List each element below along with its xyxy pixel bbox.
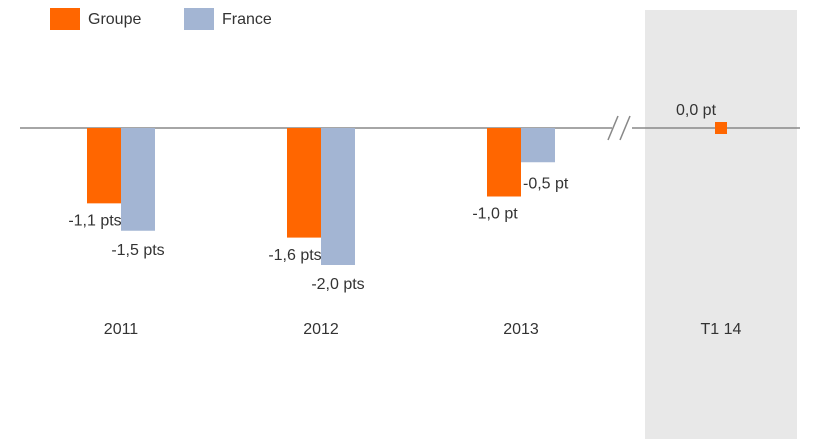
bar [287,128,321,238]
value-label: 0,0 pt [676,102,717,119]
bar [521,128,555,163]
bar [487,128,521,197]
highlight-band [645,10,797,439]
x-tick-label: 2013 [503,321,539,338]
x-tick-label: 2011 [104,321,139,338]
bar [121,128,155,231]
bar [87,128,121,204]
value-label: -0,5 pt [523,175,569,192]
zero-marker [715,122,727,134]
axis-break [619,115,631,141]
value-label: -2,0 pts [311,276,364,293]
x-tick-label: T1 14 [701,321,742,338]
bar [321,128,355,265]
value-label: -1,0 pt [472,206,518,223]
value-label: -1,1 pts [68,213,121,230]
x-tick-label: 2012 [303,321,339,338]
legend-label: Groupe [88,11,141,28]
legend-swatch [50,8,80,30]
legend-label: France [222,11,272,28]
value-label: -1,6 pts [268,247,321,264]
legend-swatch [184,8,214,30]
axis-break [607,115,619,141]
value-label: -1,5 pts [111,242,164,259]
